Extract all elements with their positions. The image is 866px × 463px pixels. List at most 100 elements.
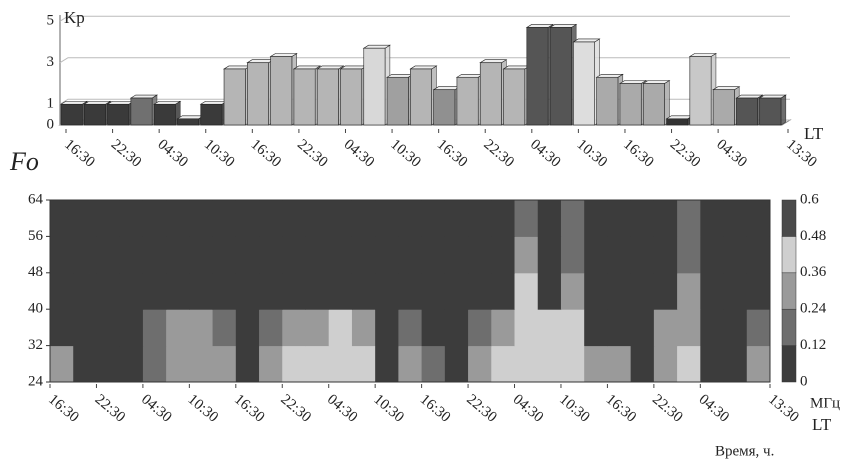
- heat-cell: [515, 200, 539, 237]
- heat-cell: [445, 236, 469, 273]
- heat-cell: [607, 236, 631, 273]
- heat-cell: [561, 273, 585, 310]
- x-tick-label: 22:30: [463, 391, 499, 425]
- x-tick-label: 16:30: [45, 391, 81, 425]
- heat-cell: [468, 309, 492, 346]
- bar: [713, 90, 734, 125]
- y-tick-label: 1: [47, 96, 55, 112]
- heat-cell: [398, 200, 422, 237]
- heat-cell: [213, 273, 237, 310]
- heat-cell: [120, 273, 144, 310]
- heat-cell: [143, 346, 167, 383]
- x-tick-label: 10:30: [556, 391, 592, 425]
- heat-cell: [236, 346, 260, 383]
- heat-cell: [654, 236, 678, 273]
- heat-cell: [422, 309, 446, 346]
- bar-top: [84, 101, 110, 104]
- heat-cell: [166, 273, 190, 310]
- x-tick-label: 16:30: [61, 136, 97, 170]
- bar: [667, 119, 688, 125]
- bar-top: [643, 80, 669, 83]
- heat-cell: [607, 273, 631, 310]
- heat-cell: [747, 309, 771, 346]
- x-tick-label: 22:30: [92, 391, 128, 425]
- heat-cell: [515, 309, 539, 346]
- heat-cell: [352, 346, 376, 383]
- heat-cell: [724, 236, 748, 273]
- bar-top: [317, 66, 343, 69]
- heat-cell: [352, 200, 376, 237]
- bar-top: [573, 39, 599, 42]
- heat-cell: [259, 236, 283, 273]
- bar-top: [201, 101, 227, 104]
- bar: [224, 69, 245, 125]
- bar: [690, 57, 711, 125]
- heat-cell: [468, 346, 492, 383]
- heat-cell: [213, 346, 237, 383]
- x-tick-label: 16:30: [603, 391, 639, 425]
- heat-cell: [631, 346, 655, 383]
- bar: [247, 63, 268, 125]
- x-tick-label: 04:30: [510, 391, 546, 425]
- heat-cell: [189, 200, 213, 237]
- heat-cell: [631, 273, 655, 310]
- heat-cell: [398, 236, 422, 273]
- heat-cell: [143, 200, 167, 237]
- heat-cell: [538, 273, 562, 310]
- bar-top: [550, 24, 576, 27]
- heat-cell: [700, 346, 724, 383]
- bar: [527, 27, 548, 125]
- heat-cell: [213, 309, 237, 346]
- colorbar-band: [782, 346, 796, 382]
- bar-top: [434, 87, 460, 90]
- bar: [84, 104, 105, 125]
- heat-cell: [73, 346, 97, 383]
- y-tick-label: 5: [47, 13, 55, 29]
- bar-top: [410, 66, 436, 69]
- heat-cell: [724, 200, 748, 237]
- bar-top: [364, 45, 390, 48]
- bar-top: [131, 95, 157, 98]
- heat-cell: [584, 200, 608, 237]
- heat-cell: [282, 236, 306, 273]
- heat-cell: [747, 346, 771, 383]
- heat-cell: [515, 236, 539, 273]
- heat-cell: [654, 346, 678, 383]
- y-tick-label: 56: [28, 228, 44, 244]
- bar: [177, 119, 198, 125]
- bar: [597, 77, 618, 125]
- heat-cell: [166, 236, 190, 273]
- bar-top: [527, 24, 553, 27]
- heat-cell: [561, 309, 585, 346]
- heat-cell: [422, 200, 446, 237]
- heat-cell: [352, 273, 376, 310]
- bar-top: [760, 95, 786, 98]
- heat-cell: [166, 346, 190, 383]
- colorbar-tick-label: 0.24: [800, 301, 827, 317]
- y-tick-label: 32: [28, 337, 43, 353]
- heat-cell: [654, 273, 678, 310]
- heat-cell: [422, 273, 446, 310]
- heat-cell: [282, 273, 306, 310]
- bar-top: [690, 54, 716, 57]
- heat-cell: [73, 200, 97, 237]
- heat-cell: [700, 309, 724, 346]
- heat-cell: [398, 346, 422, 383]
- bar-top: [504, 66, 530, 69]
- y-tick-label: 48: [28, 264, 43, 280]
- y-tick-label: 64: [28, 191, 44, 207]
- heat-cell: [329, 236, 353, 273]
- bar-top: [247, 60, 273, 63]
- heat-cell: [236, 200, 260, 237]
- bar-top: [224, 66, 250, 69]
- bar-top: [108, 101, 134, 104]
- figure: 0135KpLT16:3022:3004:3010:3016:3022:3004…: [0, 0, 866, 463]
- heat-cell: [329, 346, 353, 383]
- bar-top: [667, 116, 693, 119]
- heat-cell: [143, 236, 167, 273]
- grid-line: [60, 16, 790, 21]
- heat-cell: [120, 200, 144, 237]
- x-tick-label: 04:30: [527, 136, 563, 170]
- heat-cell: [538, 236, 562, 273]
- bar: [108, 104, 129, 125]
